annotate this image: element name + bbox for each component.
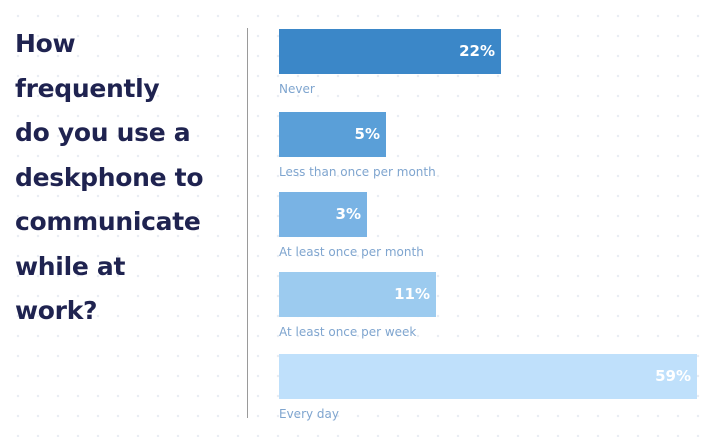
bar-row-less-than-once-per-month: 5% Less than once per month [279,112,436,179]
bar-label: At least once per month [279,245,424,259]
bar-value: 59% [655,367,691,385]
bar: 22% [279,29,501,74]
bar: 59% [279,354,697,399]
title-line: work? [15,296,98,325]
bar-value: 5% [354,125,380,143]
bar-value: 11% [394,285,430,303]
bar-row-at-least-once-per-week: 11% At least once per week [279,272,436,339]
bar-label: Never [279,82,315,96]
title-line: while at [15,251,126,281]
bar-row-every-day: 59% Every day [279,354,697,421]
bar: 3% [279,192,367,237]
bar-value: 22% [459,42,495,60]
bar-row-never: 22% Never [279,29,501,96]
title-line: do you use a [15,118,191,147]
bar-label: At least once per week [279,325,417,339]
vertical-divider [247,28,248,418]
title-line: How [15,29,76,58]
bar: 5% [279,112,386,157]
bar-label: Every day [279,407,339,421]
bar-value: 3% [335,205,361,223]
title-line: frequently [15,73,160,103]
title-line: communicate [15,207,201,236]
bar-row-at-least-once-per-month: 3% At least once per month [279,192,424,259]
chart-title: How frequently do you use a deskphone to… [15,22,240,334]
bar-label: Less than once per month [279,165,436,179]
bar: 11% [279,272,436,317]
title-line: deskphone to [15,162,204,192]
